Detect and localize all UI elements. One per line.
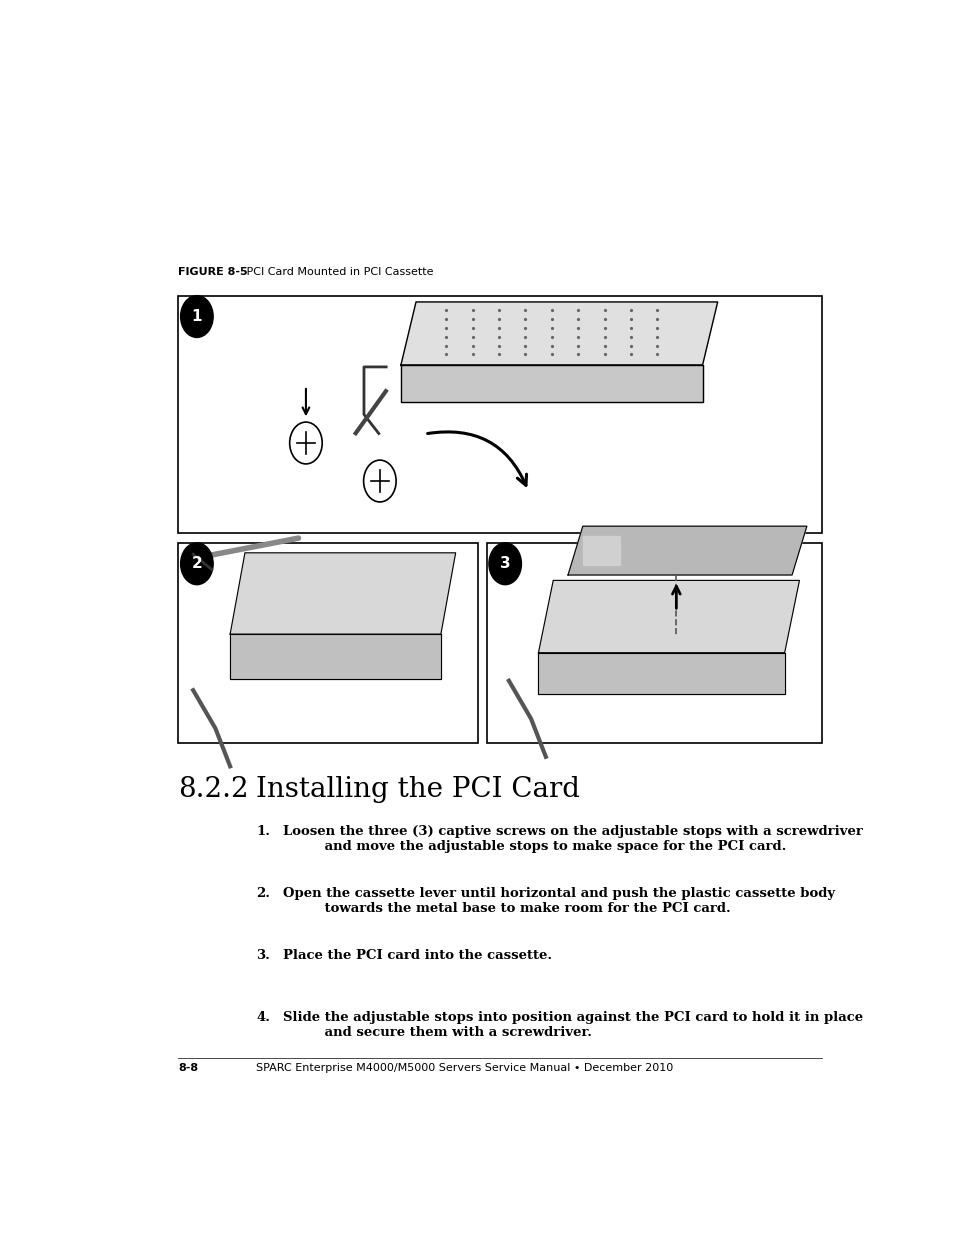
Polygon shape <box>400 301 717 364</box>
Text: 2.: 2. <box>255 887 270 900</box>
FancyArrowPatch shape <box>427 432 526 485</box>
Circle shape <box>489 543 521 584</box>
FancyArrowPatch shape <box>302 389 309 414</box>
Circle shape <box>180 295 213 337</box>
Polygon shape <box>230 553 456 634</box>
Circle shape <box>363 461 395 501</box>
Text: 3: 3 <box>499 556 510 572</box>
FancyBboxPatch shape <box>178 543 477 742</box>
Circle shape <box>290 422 322 464</box>
Text: 8.2.2: 8.2.2 <box>178 776 249 803</box>
Polygon shape <box>537 580 799 652</box>
Polygon shape <box>567 526 806 576</box>
Polygon shape <box>582 536 619 566</box>
Text: Loosen the three (3) captive screws on the adjustable stops with a screwdriver
 : Loosen the three (3) captive screws on t… <box>283 825 862 853</box>
Text: Installing the PCI Card: Installing the PCI Card <box>255 776 579 803</box>
Circle shape <box>180 543 213 584</box>
Text: 4.: 4. <box>255 1010 270 1024</box>
Text: SPARC Enterprise M4000/M5000 Servers Service Manual • December 2010: SPARC Enterprise M4000/M5000 Servers Ser… <box>255 1062 673 1072</box>
Text: FIGURE 8-5: FIGURE 8-5 <box>178 267 248 277</box>
Text: 3.: 3. <box>255 948 270 962</box>
Polygon shape <box>230 634 440 679</box>
Text: Place the PCI card into the cassette.: Place the PCI card into the cassette. <box>283 948 552 962</box>
FancyBboxPatch shape <box>486 543 821 742</box>
Text: 8-8: 8-8 <box>178 1062 198 1072</box>
Text: 1.: 1. <box>255 825 270 839</box>
Text: 1: 1 <box>192 309 202 324</box>
Text: PCI Card Mounted in PCI Cassette: PCI Card Mounted in PCI Cassette <box>235 267 433 277</box>
Polygon shape <box>400 364 701 401</box>
FancyBboxPatch shape <box>178 295 821 534</box>
Polygon shape <box>537 652 783 694</box>
Text: Slide the adjustable stops into position against the PCI card to hold it in plac: Slide the adjustable stops into position… <box>283 1010 862 1039</box>
Text: 2: 2 <box>192 556 202 572</box>
Text: Open the cassette lever until horizontal and push the plastic cassette body
    : Open the cassette lever until horizontal… <box>283 887 835 915</box>
FancyArrowPatch shape <box>672 587 679 609</box>
